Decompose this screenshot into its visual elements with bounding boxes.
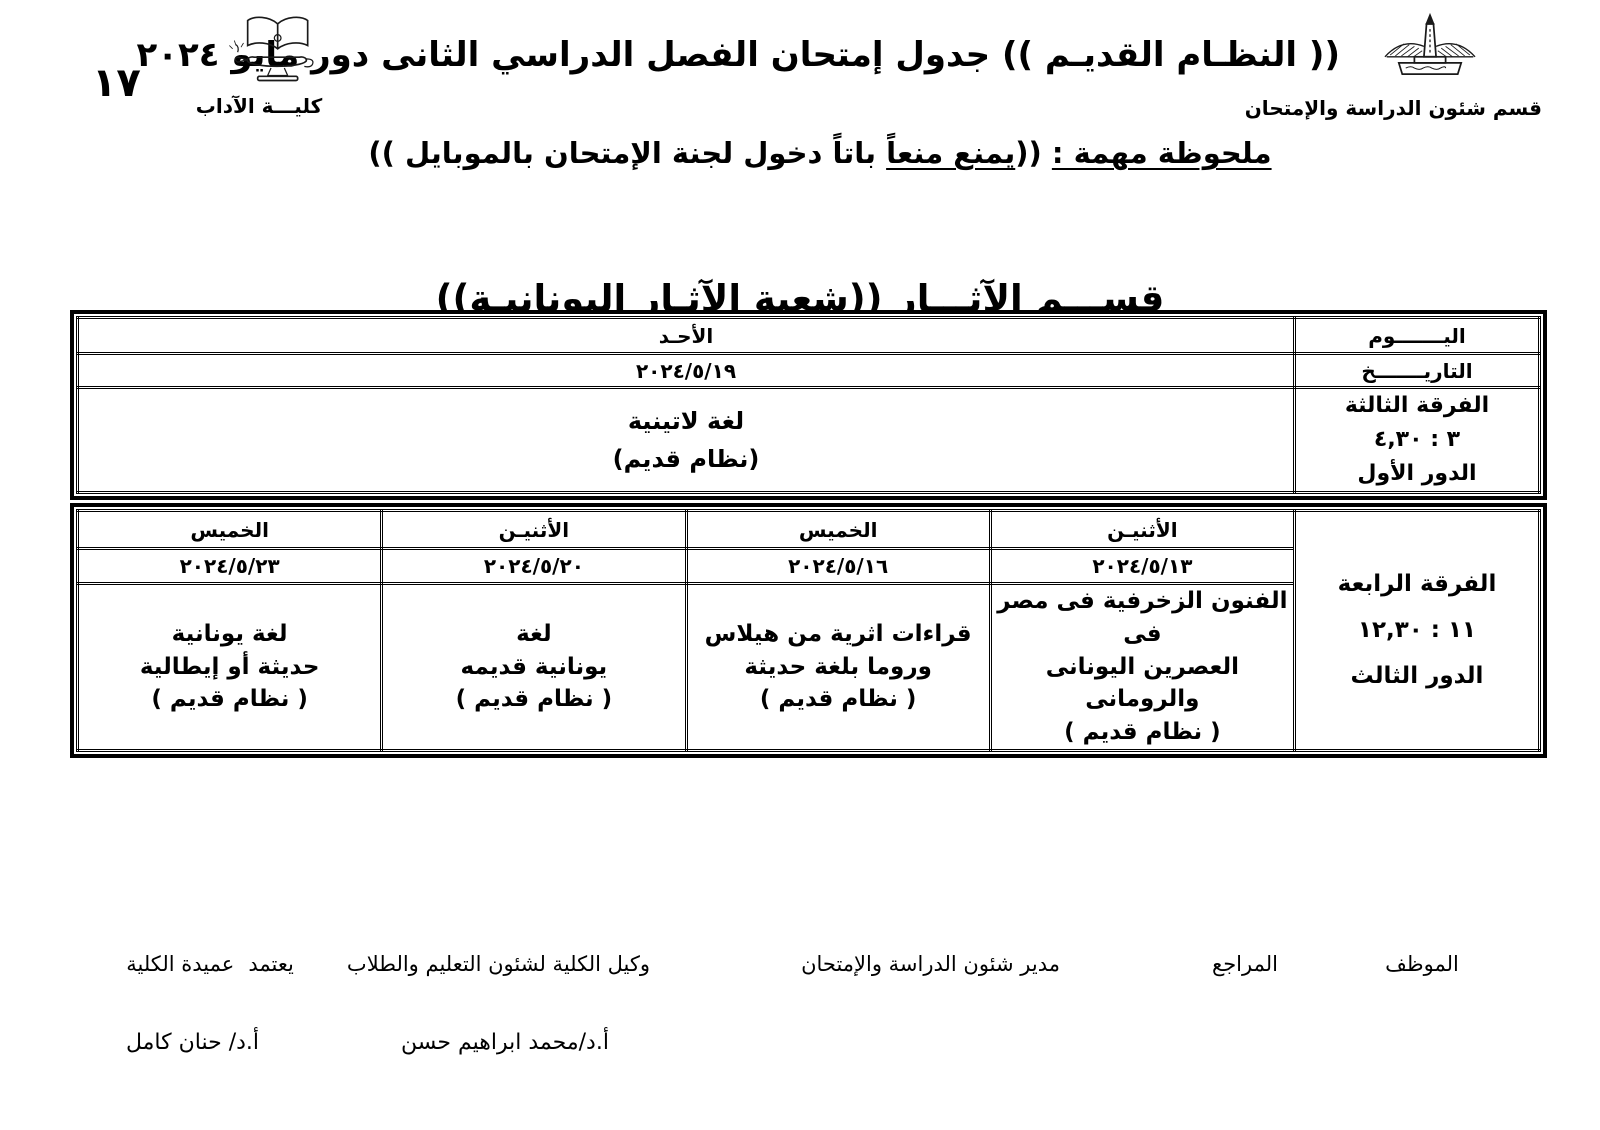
course-cell: قراءات اثرية من هيلاس وروما بلغة حديثة (… <box>684 582 992 752</box>
third-year-table-wrapper: اليـــــــوم الأحـد التاريـــــــخ ٢٠٢٤/… <box>70 310 1547 501</box>
course-system: (نظام قديم) <box>612 445 760 474</box>
group-name: الفرقة الثالثة <box>1344 393 1490 418</box>
note-open-paren: (( <box>1015 136 1042 170</box>
course-cell: لغة يونانية حديثة أو إيطالية ( نظام قديم… <box>75 582 384 752</box>
group-floor: الدور الثالث <box>1350 663 1484 690</box>
signature-dean-name: أ.د/ حنان كامل <box>125 1030 260 1055</box>
important-note: ملحوظة مهمة : ((يمنع منعاً باتاً دخول لج… <box>300 136 1340 170</box>
course-cell: لغة لاتينية (نظام قديم) <box>76 385 1296 495</box>
dean-title: عميدة الكلية <box>126 952 235 976</box>
group-floor: الدور الأول <box>1357 461 1477 487</box>
fourth-year-table-wrapper: الفرقة الرابعة ١١ : ١٢,٣٠ الدور الثالث ا… <box>70 503 1547 758</box>
course-system: ( نظام قديم ) <box>759 686 917 713</box>
fourth-year-group-cell: الفرقة الرابعة ١١ : ١٢,٣٠ الدور الثالث <box>1293 509 1541 752</box>
signature-reviewer: المراجع <box>1212 952 1278 976</box>
course-cell: الفنون الزخرفية فى مصر فى العصرين اليونا… <box>988 582 1297 752</box>
document-title: (( النظـام القديـم )) جدول إمتحان الفصل … <box>136 34 1341 75</box>
day-cell: الخميس <box>75 509 384 551</box>
faculty-caption: كليـــة الآداب <box>195 94 323 118</box>
course-line: حديثة أو إيطالية <box>139 653 320 680</box>
course-line: العصرين اليونانى والرومانى <box>1045 653 1240 713</box>
day-cell: الأثنيـن <box>380 509 688 551</box>
note-label: ملحوظة مهمة : <box>1051 136 1272 170</box>
course-cell: لغة يونانية قديمه ( نظام قديم ) <box>380 582 688 752</box>
course-line: لغة يونانية <box>171 620 288 647</box>
course-system: ( نظام قديم ) <box>455 686 613 713</box>
group-time: ١١ : ١٢,٣٠ <box>1357 617 1477 644</box>
fourth-year-table: الفرقة الرابعة ١١ : ١٢,٣٠ الدور الثالث ا… <box>75 509 1541 752</box>
exam-department-caption: قسم شئون الدراسة والإمتحان <box>1244 96 1542 120</box>
university-obelisk-logo-icon <box>1378 10 1482 88</box>
approve-word: يعتمد <box>248 952 294 976</box>
course-system: ( نظام قديم ) <box>151 686 308 713</box>
date-cell: ٢٠٢٤/٥/١٩ <box>76 352 1296 389</box>
date-cell: ٢٠٢٤/٥/١٣ <box>988 547 1297 586</box>
group-name: الفرقة الرابعة <box>1337 571 1497 598</box>
signature-approval: يعتمد عميدة الكلية <box>120 952 300 976</box>
day-cell: الأثنيـن <box>988 509 1297 551</box>
schedule-tables: اليـــــــوم الأحـد التاريـــــــخ ٢٠٢٤/… <box>70 310 1547 758</box>
third-year-group-cell: الفرقة الثالثة ٣ : ٤,٣٠ الدور الأول <box>1293 385 1541 495</box>
course-name: لغة لاتينية <box>627 406 745 435</box>
date-cell: ٢٠٢٤/٥/١٦ <box>684 547 992 586</box>
faculty-book-lamp-logo-icon <box>226 8 326 88</box>
signature-vice-dean-name: أ.د/محمد ابراهيم حسن <box>401 1030 609 1055</box>
day-cell: الأحـد <box>76 316 1296 355</box>
note-underlined-phrase: يمنع منعاً <box>886 136 1016 170</box>
signature-employee: الموظف <box>1385 952 1459 976</box>
date-cell: ٢٠٢٤/٥/٢٣ <box>75 547 384 586</box>
course-line: وروما بلغة حديثة <box>744 653 932 680</box>
signature-vice-dean-title: وكيل الكلية لشئون التعليم والطلاب <box>346 952 650 976</box>
course-line: لغة <box>516 620 552 647</box>
day-header-cell: اليـــــــوم <box>1293 316 1541 355</box>
page-number: ١٧ <box>92 60 141 106</box>
group-time: ٣ : ٤,٣٠ <box>1373 427 1461 453</box>
course-line: قراءات اثرية من هيلاس <box>704 620 972 647</box>
day-cell: الخميس <box>684 509 992 551</box>
note-rest: باتاً دخول لجنة الإمتحان بالموبايل )) <box>368 136 887 170</box>
course-line: الفنون الزخرفية فى مصر فى <box>997 588 1288 647</box>
date-header-cell: التاريـــــــخ <box>1293 352 1541 389</box>
third-year-table: اليـــــــوم الأحـد التاريـــــــخ ٢٠٢٤/… <box>76 316 1541 495</box>
course-line: يونانية قديمه <box>460 653 608 680</box>
signature-director: مدير شئون الدراسة والإمتحان <box>801 952 1060 976</box>
course-system: ( نظام قديم ) <box>1064 718 1221 745</box>
date-cell: ٢٠٢٤/٥/٢٠ <box>380 547 688 586</box>
